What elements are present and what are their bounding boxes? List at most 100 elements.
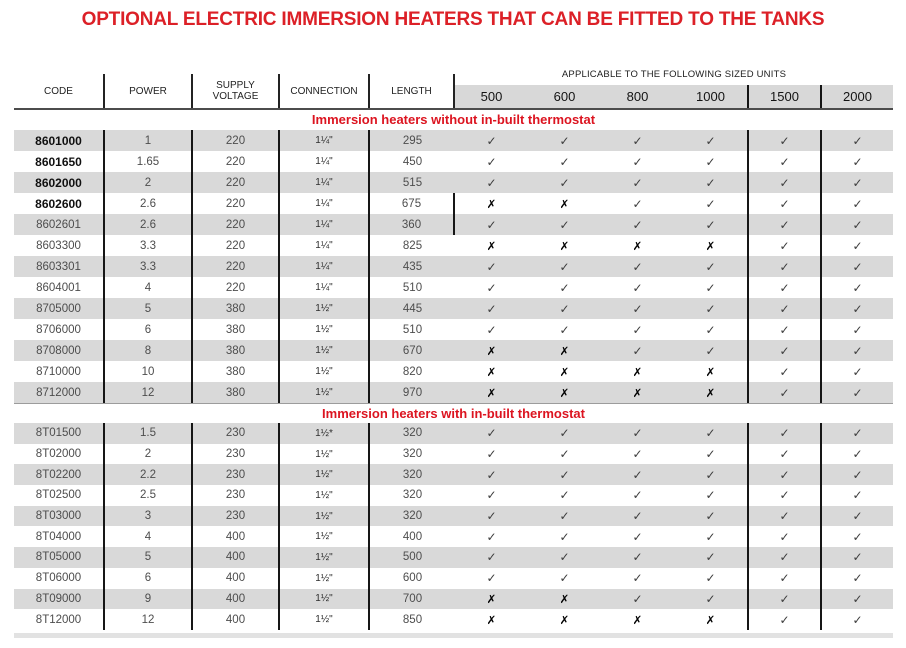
check-mark: ✓	[820, 235, 893, 256]
cross-mark: ✗	[632, 366, 643, 379]
voltage-cell: 220	[191, 193, 278, 214]
code-cell: 8T02200	[35, 468, 82, 481]
check-mark: ✓	[705, 322, 716, 337]
check-mark: ✓	[747, 256, 820, 277]
check-mark: ✓	[705, 591, 716, 606]
connection-cell: 1½"	[278, 588, 368, 610]
immersion-heaters-table: CODE POWER SUPPLY VOLTAGE CONNECTION LEN…	[14, 62, 893, 630]
cross-mark: ✗	[559, 366, 570, 379]
check-mark: ✓	[747, 443, 820, 465]
power-cell: 12	[103, 609, 191, 630]
check-mark: ✓	[632, 343, 643, 358]
spec-column-headers: CODE POWER SUPPLY VOLTAGE CONNECTION LEN…	[14, 74, 455, 108]
voltage-cell: 220	[191, 172, 278, 193]
length-cell: 515	[368, 172, 455, 193]
check-mark: ✓	[747, 130, 820, 151]
connection-cell: 1½"	[278, 382, 368, 403]
connection-cell: 1½"	[278, 340, 368, 361]
power-cell: 1.65	[103, 151, 191, 172]
code-cell: 8602000	[35, 175, 82, 190]
rows-with-thermostat: 8T01500 1.5 230 1½* 320 ✓ ✓ ✓ ✓ ✓ ✓ 8T02000 2 230 1½" 3…	[14, 423, 893, 630]
voltage-cell: 380	[191, 361, 278, 382]
check-mark: ✓	[486, 509, 497, 524]
code-cell: 8601650	[35, 154, 82, 169]
table-row: 8602600 2.6 220 1¼" 675 ✗ ✗ ✓ ✓ ✓ ✓	[14, 193, 893, 214]
code-cell: 8603301	[36, 260, 81, 273]
connection-cell: 1½"	[278, 567, 368, 589]
code-cell: 8T01500	[35, 427, 82, 440]
check-mark: ✓	[705, 154, 716, 169]
cross-mark: ✗	[559, 198, 570, 211]
table-row: 8T12000 12 400 1½" 850 ✗ ✗ ✗ ✗ ✓ ✓	[14, 609, 893, 630]
column-header-800: 800	[626, 89, 649, 104]
check-mark: ✓	[559, 426, 570, 441]
check-mark: ✓	[820, 361, 893, 382]
cross-mark: ✗	[632, 387, 643, 400]
check-mark: ✓	[747, 319, 820, 340]
check-mark: ✓	[486, 217, 497, 232]
page-title: OPTIONAL ELECTRIC IMMERSION HEATERS THAT…	[81, 9, 825, 30]
power-cell: 2.2	[103, 464, 191, 486]
check-mark: ✓	[820, 277, 893, 298]
check-mark: ✓	[559, 217, 570, 232]
length-cell: 445	[368, 298, 455, 319]
cross-mark: ✗	[705, 387, 716, 400]
check-mark: ✓	[632, 217, 643, 232]
check-mark: ✓	[559, 133, 570, 148]
table-row: 8601650 1.65 220 1¼" 450 ✓ ✓ ✓ ✓ ✓ ✓	[14, 151, 893, 172]
column-header-supply-voltage: SUPPLY VOLTAGE	[191, 74, 278, 108]
table-row: 8710000 10 380 1½" 820 ✗ ✗ ✗ ✗ ✓ ✓	[14, 361, 893, 382]
code-cell: 8602600	[35, 196, 82, 211]
code-cell: 8604001	[36, 281, 81, 294]
code-cell: 8T04000	[35, 530, 82, 543]
table-row: 8T02000 2 230 1½" 320 ✓ ✓ ✓ ✓ ✓ ✓	[14, 443, 893, 465]
cross-mark: ✗	[632, 614, 643, 627]
check-mark: ✓	[820, 609, 893, 630]
connection-cell: 1¼"	[278, 256, 368, 277]
length-cell: 435	[368, 256, 455, 277]
code-cell: 8T09000	[35, 592, 82, 605]
length-cell: 510	[368, 277, 455, 298]
check-mark: ✓	[705, 509, 716, 524]
connection-cell: 1½"	[278, 526, 368, 548]
power-cell: 2.5	[103, 485, 191, 506]
code-cell: 8T02000	[35, 448, 82, 461]
column-header-code: CODE	[44, 85, 73, 97]
check-mark: ✓	[559, 571, 570, 586]
check-mark: ✓	[705, 571, 716, 586]
table-row: 8T02200 2.2 230 1½" 320 ✓ ✓ ✓ ✓ ✓ ✓	[14, 464, 893, 486]
cross-mark: ✗	[559, 387, 570, 400]
check-mark: ✓	[820, 193, 893, 214]
column-header-1000: 1000	[696, 89, 725, 104]
power-cell: 9	[103, 588, 191, 610]
check-mark: ✓	[747, 277, 820, 298]
code-cell: 8712000	[36, 386, 81, 399]
power-cell: 3.3	[103, 256, 191, 277]
table-header: CODE POWER SUPPLY VOLTAGE CONNECTION LEN…	[14, 62, 893, 108]
check-mark: ✓	[705, 343, 716, 358]
connection-cell: 1½"	[278, 547, 368, 568]
check-mark: ✓	[632, 301, 643, 316]
length-cell: 295	[368, 130, 455, 151]
cross-mark: ✗	[486, 240, 497, 253]
check-mark: ✓	[559, 529, 570, 544]
length-cell: 320	[368, 505, 455, 527]
connection-cell: 1¼"	[278, 235, 368, 256]
cross-mark: ✗	[705, 366, 716, 379]
check-mark: ✓	[820, 567, 893, 589]
check-mark: ✓	[820, 340, 893, 361]
check-mark: ✓	[632, 259, 643, 274]
check-mark: ✓	[820, 382, 893, 403]
section-heading-with-thermostat: Immersion heaters with in-built thermost…	[322, 406, 585, 421]
check-mark: ✓	[747, 485, 820, 506]
check-mark: ✓	[632, 280, 643, 295]
length-cell: 675	[368, 193, 455, 214]
connection-cell: 1½"	[278, 319, 368, 340]
cross-mark: ✗	[559, 593, 570, 606]
check-mark: ✓	[705, 529, 716, 544]
code-cell: 8T06000	[35, 572, 82, 585]
table-row: 8T04000 4 400 1½" 400 ✓ ✓ ✓ ✓ ✓ ✓	[14, 526, 893, 548]
check-mark: ✓	[705, 280, 716, 295]
check-mark: ✓	[747, 235, 820, 256]
check-mark: ✓	[747, 193, 820, 214]
